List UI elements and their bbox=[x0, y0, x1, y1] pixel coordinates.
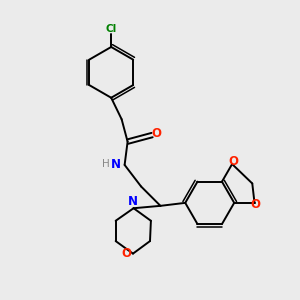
Text: N: N bbox=[111, 158, 121, 171]
Text: O: O bbox=[251, 198, 261, 212]
Text: O: O bbox=[122, 247, 131, 260]
Text: H: H bbox=[102, 159, 110, 169]
Text: O: O bbox=[228, 155, 238, 169]
Text: N: N bbox=[128, 195, 138, 208]
Text: Cl: Cl bbox=[106, 24, 117, 34]
Text: O: O bbox=[152, 128, 162, 140]
